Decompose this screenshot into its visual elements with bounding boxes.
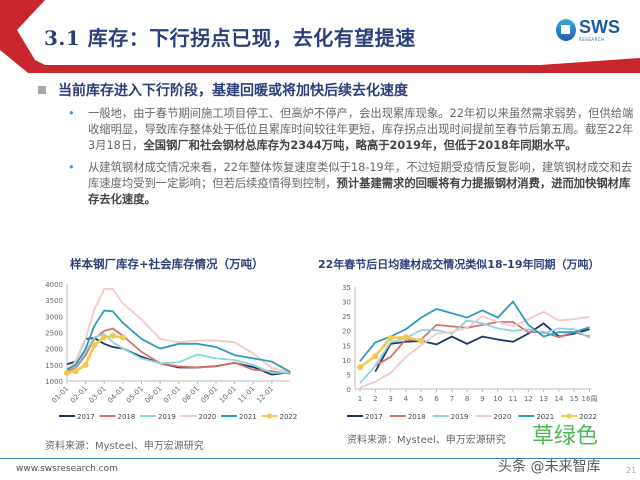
data-point-2022 <box>357 364 363 371</box>
legend-label-2021: 2021 <box>536 413 554 421</box>
series-line-2017 <box>374 322 590 372</box>
legend-label-2017: 2017 <box>365 413 383 421</box>
x-tick-label: 05-01 <box>125 385 145 405</box>
series-line-2018 <box>66 327 291 375</box>
bullet-2: • 从建筑钢材成交情况来看，22年整体恢复速度类似于18-19年，不过短期受疫情反… <box>68 161 633 206</box>
data-point-2022 <box>109 332 116 339</box>
x-tick-label: 4 <box>404 395 409 403</box>
x-tick-label: 03-01 <box>88 385 108 405</box>
data-point-2022 <box>418 337 425 344</box>
x-tick-label: 12 <box>524 395 533 403</box>
bullet-1: • 一般地，由于春节期间施工项目停工、但高炉不停产，会出现累库现象。22年初以来虽… <box>68 107 634 152</box>
y-tick-label: 35 <box>342 284 351 292</box>
data-point-2022 <box>82 361 89 368</box>
x-tick-label: 06-01 <box>143 385 163 405</box>
x-tick-label: 13 <box>539 395 548 403</box>
data-point-2022 <box>64 369 70 376</box>
x-tick-label: 9 <box>480 395 484 403</box>
chart-1-title: 样本钢厂库存+社会库存情况（万吨） <box>70 257 264 271</box>
header-decoration <box>0 0 640 73</box>
legend-label-2019: 2019 <box>158 413 176 421</box>
section-heading: 当前库存进入下行阶段，基建回暖或将加快后续去化速度 <box>38 80 408 100</box>
square-bullet-icon <box>38 86 46 94</box>
series-line-2019 <box>66 333 291 374</box>
x-tick-label: 1 <box>358 395 362 403</box>
legend-label-2018: 2018 <box>408 413 426 421</box>
watermark-text: 草绿色 <box>532 424 599 449</box>
y-tick-label: 1500 <box>45 362 63 370</box>
y-tick-label: 4000 <box>45 281 63 289</box>
footer-url[interactable]: www.swsresearch.com <box>16 464 118 474</box>
chart-2-title: 22年春节后日均建材成交情况类似18-19年同期（万吨） <box>318 258 600 271</box>
logo-icon <box>556 19 576 41</box>
legend-label-2020: 2020 <box>494 413 512 421</box>
legend-marker <box>267 413 272 419</box>
legend-label-2022: 2022 <box>280 413 298 421</box>
legend-marker <box>566 413 572 419</box>
data-point-2022 <box>91 342 98 349</box>
data-point-2022 <box>119 334 126 341</box>
x-tick-label: 11 <box>509 395 518 403</box>
legend-label-2017: 2017 <box>77 413 95 421</box>
series-line-2020 <box>66 287 291 373</box>
x-tick-label: 15 <box>570 395 579 403</box>
x-tick-label: 3 <box>388 395 392 403</box>
x-tick-label: 04-01 <box>106 385 126 405</box>
data-point-2022 <box>372 353 379 360</box>
watermark-source: 头条 @未来智库 <box>498 459 601 475</box>
x-tick-label: 16周 <box>582 395 598 403</box>
y-tick-label: 15 <box>342 342 351 350</box>
x-tick-label: 5 <box>419 395 423 403</box>
legend-label-2020: 2020 <box>199 413 217 421</box>
x-tick-label: 6 <box>434 395 439 403</box>
y-tick-label: 3500 <box>45 297 63 305</box>
footer-divider <box>0 458 640 459</box>
data-point-2022 <box>101 334 108 341</box>
x-tick-label: 08-01 <box>181 385 201 405</box>
data-point-2022 <box>402 334 409 341</box>
bullet-dot-icon: • <box>68 107 75 120</box>
inventory-chart: 1000 1500 2000 2500 3000 3500 4000 01-0102-0103… <box>45 281 298 421</box>
bullet-list: • 一般地，由于春节期间施工项目停工、但高炉不停产，会出现累库现象。22年初以来虽… <box>68 106 638 214</box>
legend-label-2019: 2019 <box>451 413 469 421</box>
data-point-2022 <box>72 368 79 375</box>
source-note-1: 资料来源：Mysteel、申万宏源研究 <box>45 441 204 452</box>
y-tick-label: 25 <box>342 313 351 321</box>
data-point-2022 <box>387 335 394 341</box>
x-tick-label: 10 <box>493 395 502 403</box>
x-tick-label: 02-01 <box>69 385 89 405</box>
sws-logo: SWS RESEARCH <box>556 18 620 42</box>
x-tick-label: 7 <box>450 395 454 403</box>
y-tick-label: 3000 <box>45 313 63 321</box>
x-tick-label: 2 <box>373 395 377 403</box>
x-tick-label: 09-01 <box>199 385 219 405</box>
series-line-2020 <box>359 310 590 389</box>
series-line-2021 <box>359 300 590 362</box>
x-tick-label: 12-01 <box>255 385 275 405</box>
y-tick-label: 30 <box>342 299 351 307</box>
y-tick-label: 1000 <box>45 378 63 386</box>
y-tick-label: 5 <box>347 371 351 379</box>
x-tick-label: 07-01 <box>162 385 182 405</box>
legend-label-2021: 2021 <box>239 413 257 421</box>
x-tick-label: 01-01 <box>50 385 70 405</box>
page-title: 3.1 库存：下行拐点已现，去化有望提速 <box>44 26 416 50</box>
y-tick-label: 2000 <box>45 346 63 354</box>
page-number: 21 <box>626 466 637 475</box>
x-tick-label: 10-01 <box>218 385 238 405</box>
legend-label-2022: 2022 <box>579 413 597 421</box>
x-tick-label: 8 <box>465 395 469 403</box>
series-line-2021 <box>66 309 291 373</box>
x-tick-label: 11-01 <box>237 385 257 405</box>
source-note-2: 资料来源：Mysteel、申万宏源研究 <box>347 435 506 446</box>
x-tick-label: 14 <box>554 395 563 403</box>
y-tick-label: 10 <box>342 357 351 365</box>
y-tick-label: 0 <box>347 386 351 394</box>
y-tick-label: 2500 <box>45 330 63 338</box>
y-tick-label: 20 <box>342 328 351 336</box>
bullet-dot-icon: • <box>68 161 75 174</box>
legend-label-2018: 2018 <box>118 413 136 421</box>
